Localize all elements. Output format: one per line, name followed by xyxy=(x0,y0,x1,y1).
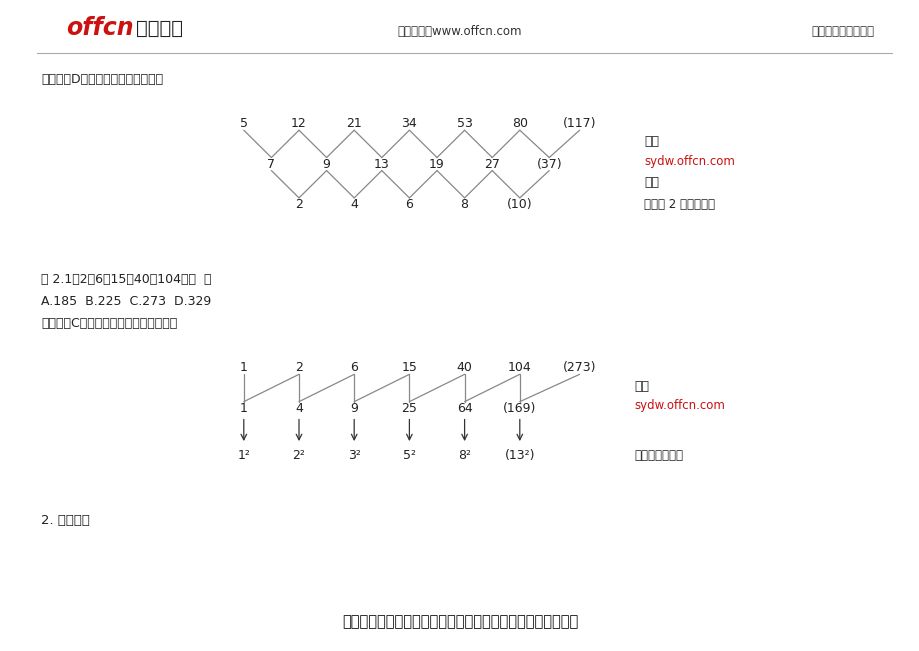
Text: 底数构成和数列: 底数构成和数列 xyxy=(634,449,683,462)
Text: 9: 9 xyxy=(350,402,357,415)
Text: 1²: 1² xyxy=(237,449,250,462)
Text: 12: 12 xyxy=(290,117,307,130)
Text: 2: 2 xyxy=(295,198,302,211)
Text: 53: 53 xyxy=(456,117,472,130)
Text: 1: 1 xyxy=(240,402,247,415)
Text: 给人改变未来的力量: 给人改变未来的力量 xyxy=(811,25,873,38)
Text: 3²: 3² xyxy=(347,449,360,462)
Text: (273): (273) xyxy=(562,361,596,374)
Text: (117): (117) xyxy=(562,117,596,130)
Text: 5: 5 xyxy=(240,117,247,130)
Text: sydw.offcn.com: sydw.offcn.com xyxy=(634,399,725,412)
Text: 公考咨询交流、公考资讯早知道、公考资料获取，尽在中公网: 公考咨询交流、公考资讯早知道、公考资料获取，尽在中公网 xyxy=(342,614,577,630)
Text: 公差为 2 的等差数列: 公差为 2 的等差数列 xyxy=(643,198,714,211)
Text: 官方网站：www.offcn.com: 官方网站：www.offcn.com xyxy=(397,25,522,38)
Text: 15: 15 xyxy=(401,361,417,374)
Text: 34: 34 xyxy=(401,117,417,130)
Text: 5²: 5² xyxy=(403,449,415,462)
Text: 8²: 8² xyxy=(458,449,471,462)
Text: 2²: 2² xyxy=(292,449,305,462)
Text: 2. 计算问题: 2. 计算问题 xyxy=(41,514,90,527)
Text: 2: 2 xyxy=(295,361,302,374)
Text: 【答案】C。解析：二级等差数列变式。: 【答案】C。解析：二级等差数列变式。 xyxy=(41,317,177,330)
Text: 21: 21 xyxy=(346,117,362,130)
Text: 7: 7 xyxy=(267,158,275,171)
Text: (37): (37) xyxy=(536,158,562,171)
Text: 作差: 作差 xyxy=(643,135,658,148)
Text: 13: 13 xyxy=(373,158,390,171)
Text: 4: 4 xyxy=(350,198,357,211)
Text: (13²): (13²) xyxy=(504,449,535,462)
Text: 64: 64 xyxy=(456,402,472,415)
Text: sydw.offcn.com: sydw.offcn.com xyxy=(643,155,734,168)
Text: 作差: 作差 xyxy=(643,176,658,189)
Text: A.185  B.225  C.273  D.329: A.185 B.225 C.273 D.329 xyxy=(41,295,211,308)
Text: 25: 25 xyxy=(401,402,417,415)
Text: 40: 40 xyxy=(456,361,472,374)
Text: 作差: 作差 xyxy=(634,380,649,393)
Text: 1: 1 xyxy=(240,361,247,374)
Text: 9: 9 xyxy=(323,158,330,171)
Text: 【答案】D。解析：三级等差数列。: 【答案】D。解析：三级等差数列。 xyxy=(41,73,164,86)
Text: 104: 104 xyxy=(507,361,531,374)
Text: 6: 6 xyxy=(350,361,357,374)
Text: 6: 6 xyxy=(405,198,413,211)
Text: 例 2.1，2，6，15，40，104，（  ）: 例 2.1，2，6，15，40，104，（ ） xyxy=(41,273,211,286)
Text: 4: 4 xyxy=(295,402,302,415)
Text: offcn: offcn xyxy=(66,16,134,40)
Text: 80: 80 xyxy=(511,117,528,130)
Text: (10): (10) xyxy=(506,198,532,211)
Text: 19: 19 xyxy=(428,158,445,171)
Text: 中公教育: 中公教育 xyxy=(136,18,183,38)
Text: 8: 8 xyxy=(460,198,468,211)
Text: 27: 27 xyxy=(483,158,500,171)
Text: (169): (169) xyxy=(503,402,536,415)
